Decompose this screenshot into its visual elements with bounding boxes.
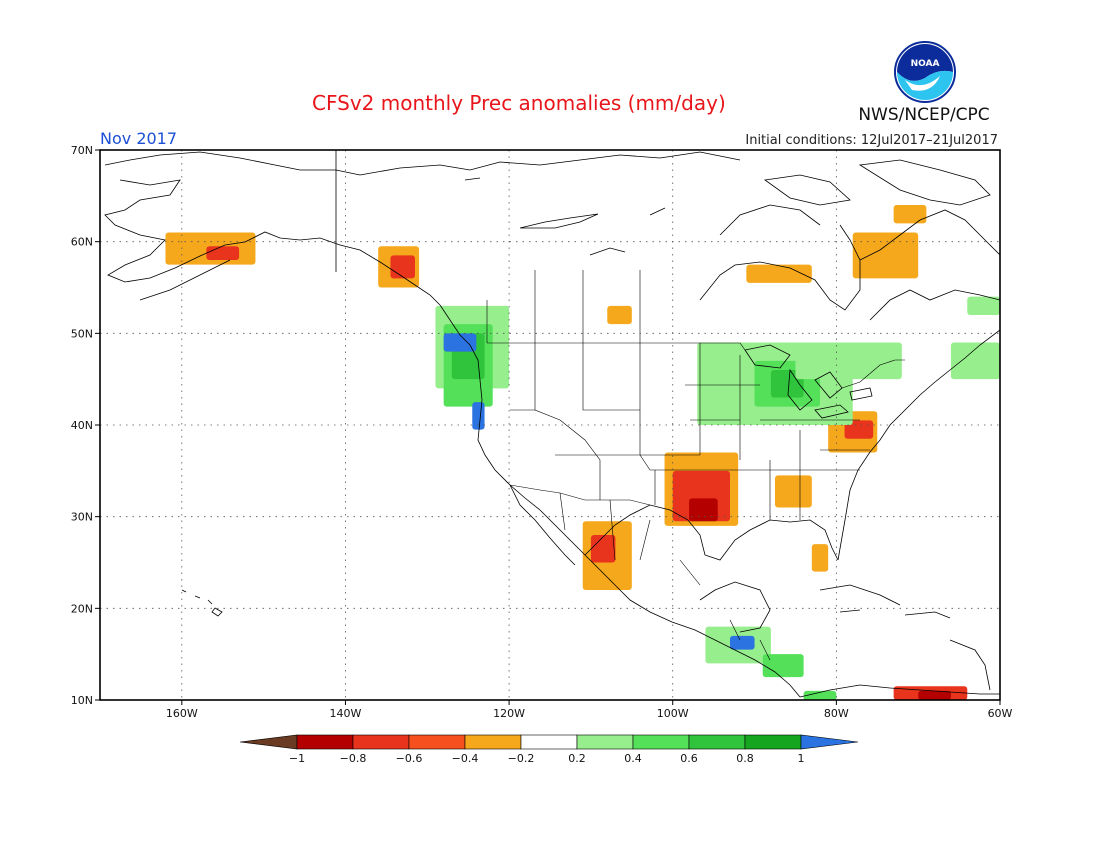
colorbar-right-arrow <box>800 734 859 750</box>
colorbar-bin-4 <box>520 734 578 750</box>
anomaly-patch-21 <box>852 232 919 279</box>
anomaly-patch-1 <box>206 246 240 260</box>
anomaly-patch-14 <box>775 475 812 508</box>
anomaly-patch-16 <box>844 420 874 439</box>
colorbar-bin-6 <box>632 734 690 750</box>
lat-tick-label: 40N <box>71 419 93 432</box>
colorbar-bin-7 <box>688 734 746 750</box>
anomaly-patch-27 <box>762 654 804 678</box>
anomaly-patch-3 <box>390 255 415 279</box>
anomaly-patch-28 <box>803 690 837 700</box>
colorbar-tick-label: 0.8 <box>736 752 754 765</box>
colorbar-bin-0 <box>296 734 354 750</box>
colorbar-tick-label: −0.4 <box>452 752 479 765</box>
colorbar-tick-label: 0.4 <box>624 752 642 765</box>
anomaly-patch-31 <box>811 544 829 572</box>
anomaly-patch-19 <box>770 370 804 398</box>
map-panel: 70N 60N 50N 40N 30N 20N 10N 160W 140W 120W 100W 80W… <box>71 144 1013 720</box>
anomaly-patch-20 <box>795 342 902 380</box>
colorbar-tick-label: −1 <box>289 752 305 765</box>
valid-month: Nov 2017 <box>100 129 177 148</box>
anomaly-patch-24 <box>607 305 632 325</box>
anomaly-patch-22 <box>893 205 927 224</box>
lat-tick-label: 60N <box>71 236 93 249</box>
anomaly-patch-8 <box>472 402 485 430</box>
lat-tick-label: 20N <box>71 602 93 615</box>
graticule <box>100 150 1000 700</box>
figure-title: CFSv2 monthly Prec anomalies (mm/day) <box>312 91 726 115</box>
initial-conditions: Initial conditions: 12Jul2017–21Jul2017 <box>745 133 998 148</box>
anomaly-patch-30 <box>918 690 951 700</box>
anomaly-layer <box>165 205 1000 700</box>
colorbar: −1 −0.8 −0.6 −0.4 −0.2 0.2 0.4 0.6 0.8 1 <box>239 734 859 765</box>
axis-labels: 70N 60N 50N 40N 30N 20N 10N 160W 140W 120W 100W 80W… <box>71 144 1013 720</box>
colorbar-bin-5 <box>576 734 634 750</box>
lat-tick-label: 10N <box>71 694 93 707</box>
lon-tick-label: 160W <box>166 707 198 720</box>
colorbar-bin-8 <box>744 734 802 750</box>
colorbar-tick-label: −0.8 <box>340 752 367 765</box>
anomaly-patch-33 <box>967 296 1000 315</box>
colorbar-tick-label: −0.6 <box>396 752 423 765</box>
anomaly-patch-23 <box>746 264 812 283</box>
anomaly-patch-13 <box>590 535 616 563</box>
colorbar-tick-label: 0.6 <box>680 752 698 765</box>
colorbar-tick-label: 0.2 <box>568 752 586 765</box>
lon-tick-label: 60W <box>988 707 1013 720</box>
lon-tick-label: 140W <box>330 707 362 720</box>
lat-tick-label: 50N <box>71 327 93 340</box>
anomaly-patch-7 <box>443 333 477 352</box>
lat-tick-label: 70N <box>71 144 93 157</box>
logo-text: NOAA <box>911 59 940 69</box>
colorbar-bin-1 <box>352 734 410 750</box>
colorbar-tick-label: 1 <box>798 752 805 765</box>
lon-tick-label: 80W <box>824 707 849 720</box>
organization-label: NWS/NCEP/CPC <box>858 105 989 125</box>
colorbar-tick-label: −0.2 <box>508 752 535 765</box>
colorbar-bin-3 <box>464 734 522 750</box>
lat-tick-label: 30N <box>71 511 93 524</box>
lon-tick-label: 100W <box>657 707 689 720</box>
coastlines <box>104 150 1000 698</box>
lon-tick-label: 120W <box>493 707 525 720</box>
anomaly-patch-11 <box>689 498 718 522</box>
political-boundaries <box>486 270 905 661</box>
anomaly-patch-26 <box>730 635 755 650</box>
anomaly-patch-32 <box>950 342 1000 380</box>
noaa-logo: NOAA <box>894 41 956 103</box>
colorbar-bin-2 <box>408 734 466 750</box>
colorbar-left-arrow <box>239 734 298 750</box>
